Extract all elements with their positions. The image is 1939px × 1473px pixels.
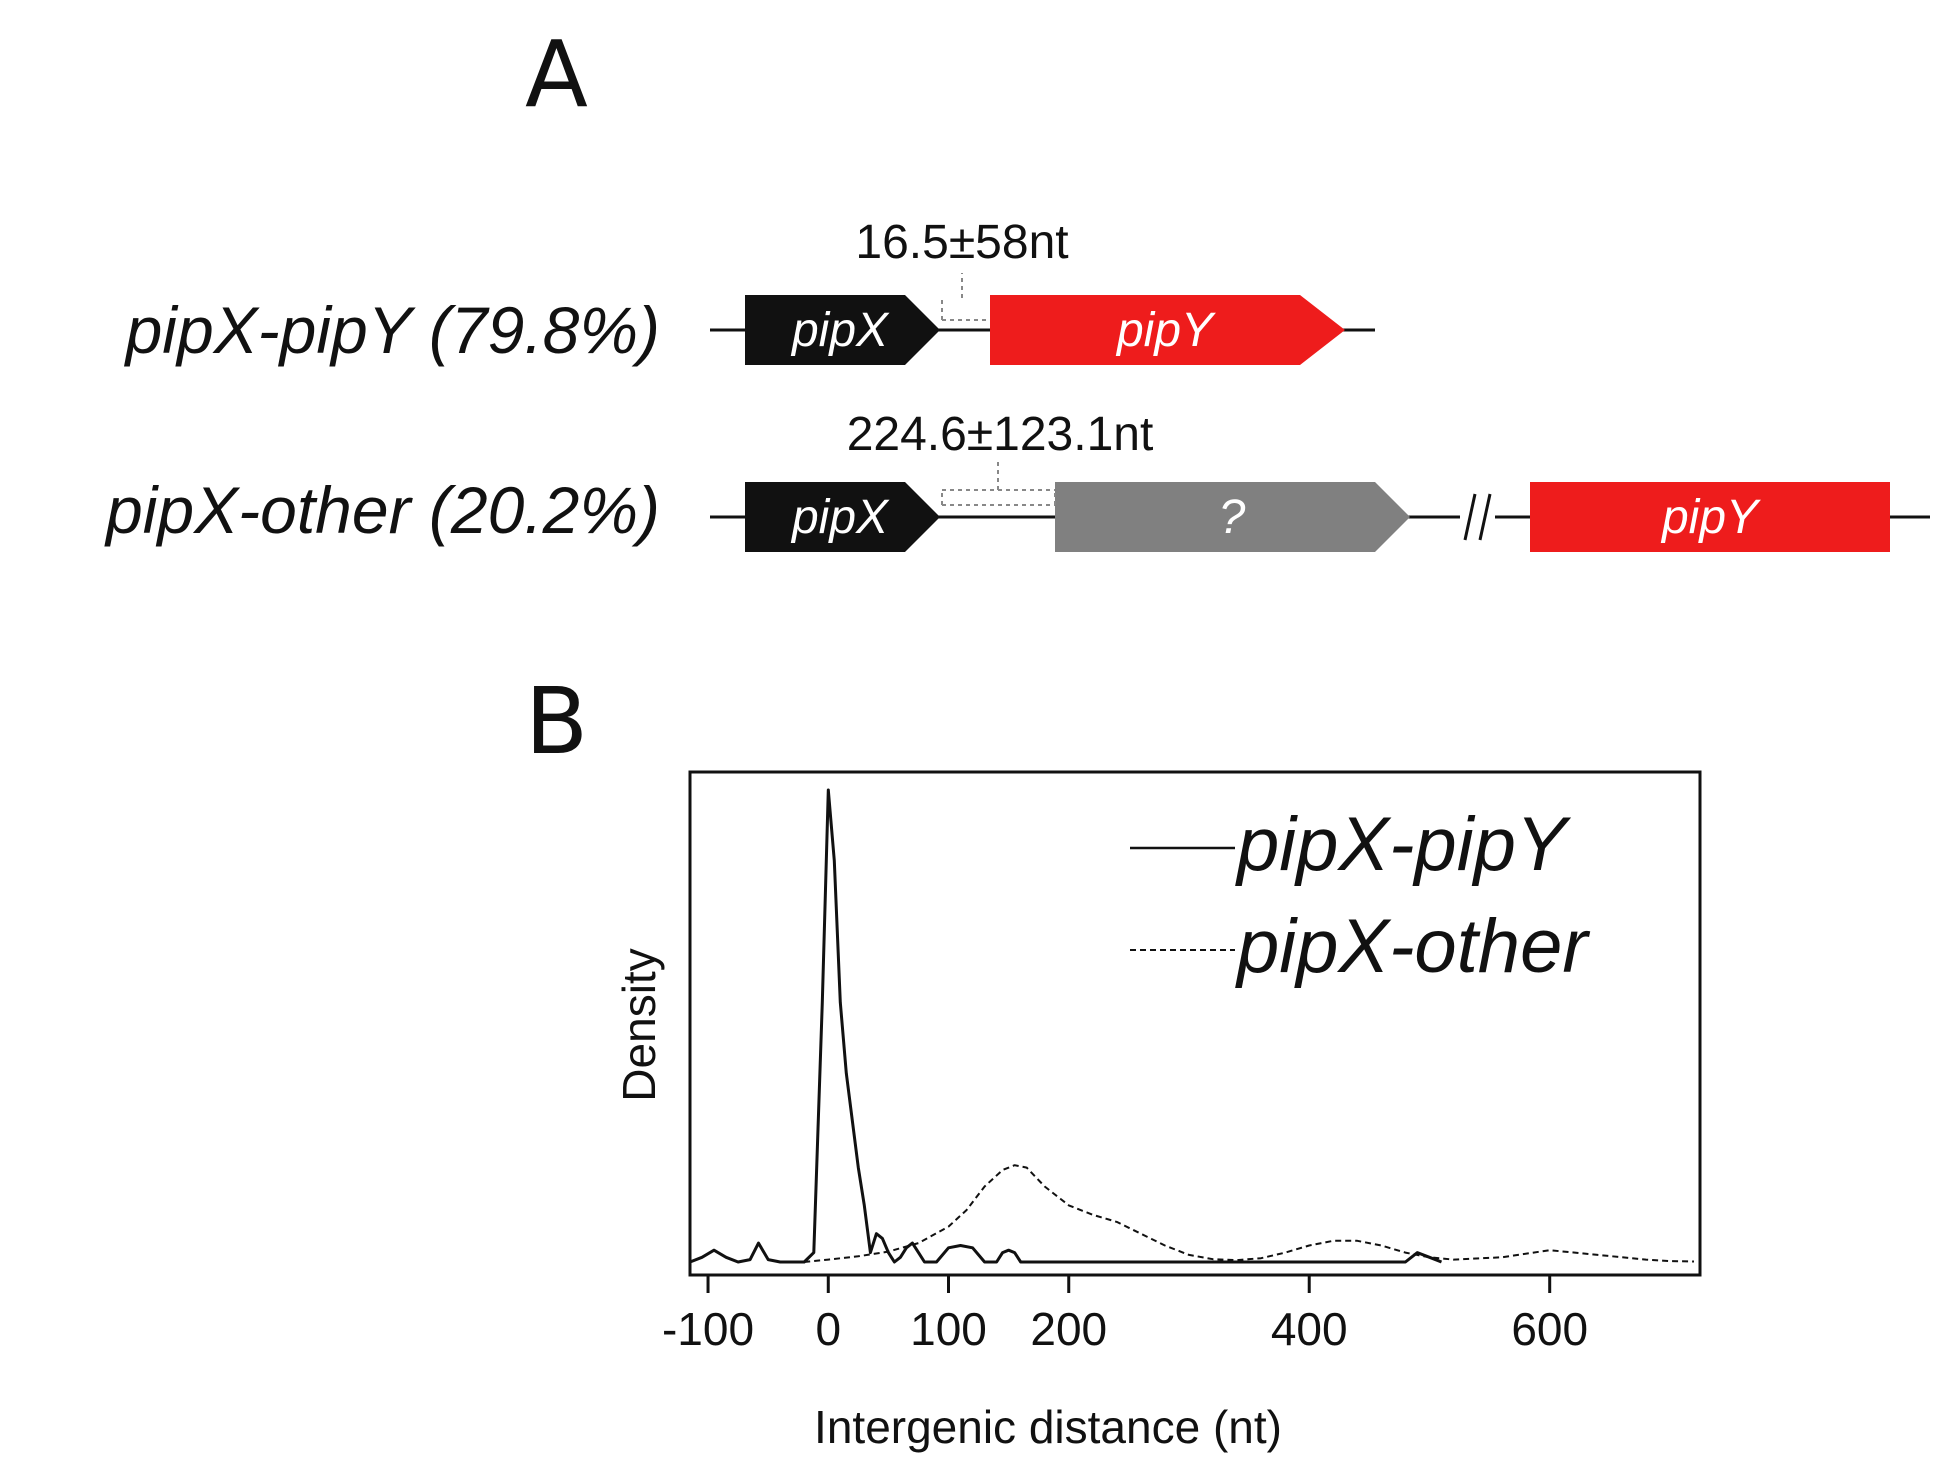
plot-frame bbox=[688, 770, 1702, 1277]
break-mark bbox=[1463, 493, 1492, 541]
gene-box-pipy-row2 bbox=[1530, 482, 1890, 552]
gene-arrow-pipx bbox=[745, 295, 940, 365]
gene-label-pipx-row2: pipX bbox=[790, 491, 890, 544]
legend-label-pipx-pipy: pipX-pipY bbox=[1235, 802, 1572, 887]
x-tick-label: 0 bbox=[815, 1303, 841, 1355]
x-tick-label: 200 bbox=[1030, 1303, 1107, 1355]
gene-arrow-unknown bbox=[1055, 482, 1410, 552]
x-axis: -100 0 100 200 400 600 bbox=[662, 1275, 1588, 1355]
x-tick-label: 400 bbox=[1271, 1303, 1348, 1355]
distance-label-row1: 16.5±58nt bbox=[855, 216, 1068, 269]
row-label-pipx-other: pipX-other (20.2%) bbox=[104, 473, 660, 547]
plot-lines bbox=[689, 788, 1695, 1264]
x-tick-label: -100 bbox=[662, 1303, 754, 1355]
series-line-pipx-other bbox=[804, 1164, 1695, 1263]
legend-label-pipx-other: pipX-other bbox=[1235, 904, 1590, 989]
gene-label-pipy: pipY bbox=[1115, 304, 1216, 357]
gene-label-pipx: pipX bbox=[790, 304, 890, 357]
x-tick-label: 600 bbox=[1511, 1303, 1588, 1355]
gene-label-pipy-row2: pipY bbox=[1660, 491, 1761, 544]
distance-bracket-row2 bbox=[941, 462, 1056, 506]
series-line-pipx-pipy bbox=[689, 788, 1443, 1264]
row-label-pipx-pipy: pipX-pipY (79.8%) bbox=[124, 293, 660, 367]
gene-arrow-pipy bbox=[990, 295, 1345, 365]
gene-arrow-pipx-row2 bbox=[745, 482, 940, 552]
x-tick-label: 100 bbox=[910, 1303, 987, 1355]
y-axis-title: Density bbox=[613, 948, 665, 1101]
panel-letter-a: A bbox=[525, 21, 588, 128]
panel-letter-b: B bbox=[525, 668, 588, 775]
distance-label-row2: 224.6±123.1nt bbox=[847, 408, 1154, 461]
gene-label-unknown: ? bbox=[1219, 491, 1246, 544]
distance-bracket-row1 bbox=[941, 273, 990, 321]
x-axis-title: Intergenic distance (nt) bbox=[814, 1401, 1282, 1453]
